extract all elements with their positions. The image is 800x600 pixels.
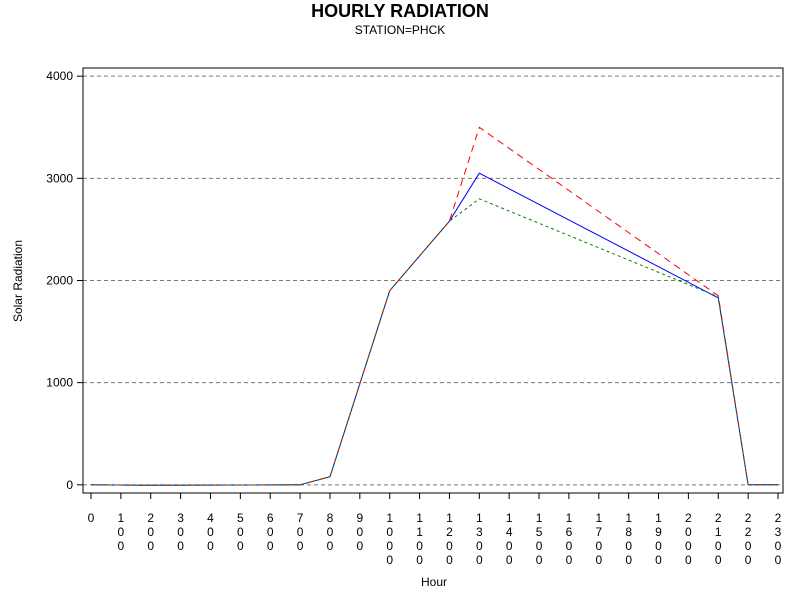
series-line-2	[90, 126, 778, 486]
y-tick-label: 0	[66, 478, 73, 492]
series-line-3	[90, 198, 778, 486]
chart-title: HOURLY RADIATION	[311, 1, 489, 21]
x-axis-label: Hour	[421, 575, 447, 589]
chart-subtitle: STATION=PHCK	[354, 23, 446, 37]
x-axis: 0 1 0 0 2 0 0 3 0 0 4 0 0 5 0 0 6 0 0 7 0 0 8 0 0 9 0 0 1 0 0 0 1 1 0 0 1 2 0 0…	[88, 493, 782, 567]
y-tick-label: 4000	[46, 69, 73, 83]
grid-lines	[83, 75, 783, 486]
series-lines	[90, 126, 778, 486]
y-axis-label: Solar Radiation	[11, 240, 25, 322]
y-tick-label: 3000	[46, 171, 73, 185]
y-tick-label: 1000	[46, 376, 73, 390]
y-axis: 0 1000 2000 3000 4000	[46, 69, 83, 492]
x-tick-label: 0	[88, 511, 95, 525]
series-line-1	[90, 172, 778, 486]
y-tick-label: 2000	[46, 274, 73, 288]
